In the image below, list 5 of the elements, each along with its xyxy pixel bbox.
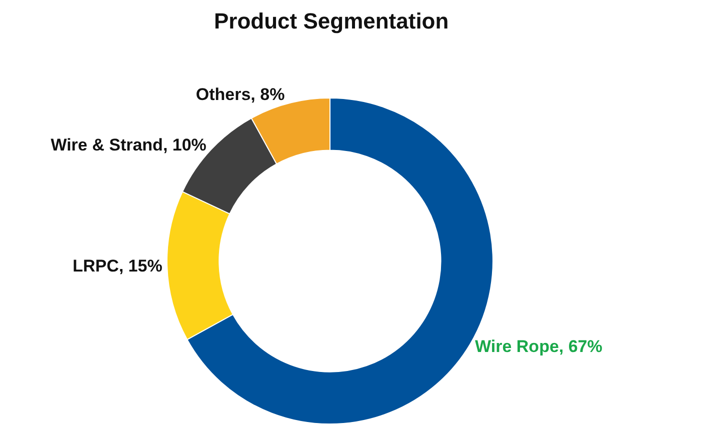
slice-label: Wire Rope, 67% — [474, 336, 602, 356]
slice-label: Others, 8% — [196, 84, 285, 104]
slice-label: Wire & Strand, 10% — [50, 136, 206, 155]
chart-title: Product Segmentation — [214, 8, 449, 34]
slice-label: LRPC, 15% — [72, 256, 162, 276]
